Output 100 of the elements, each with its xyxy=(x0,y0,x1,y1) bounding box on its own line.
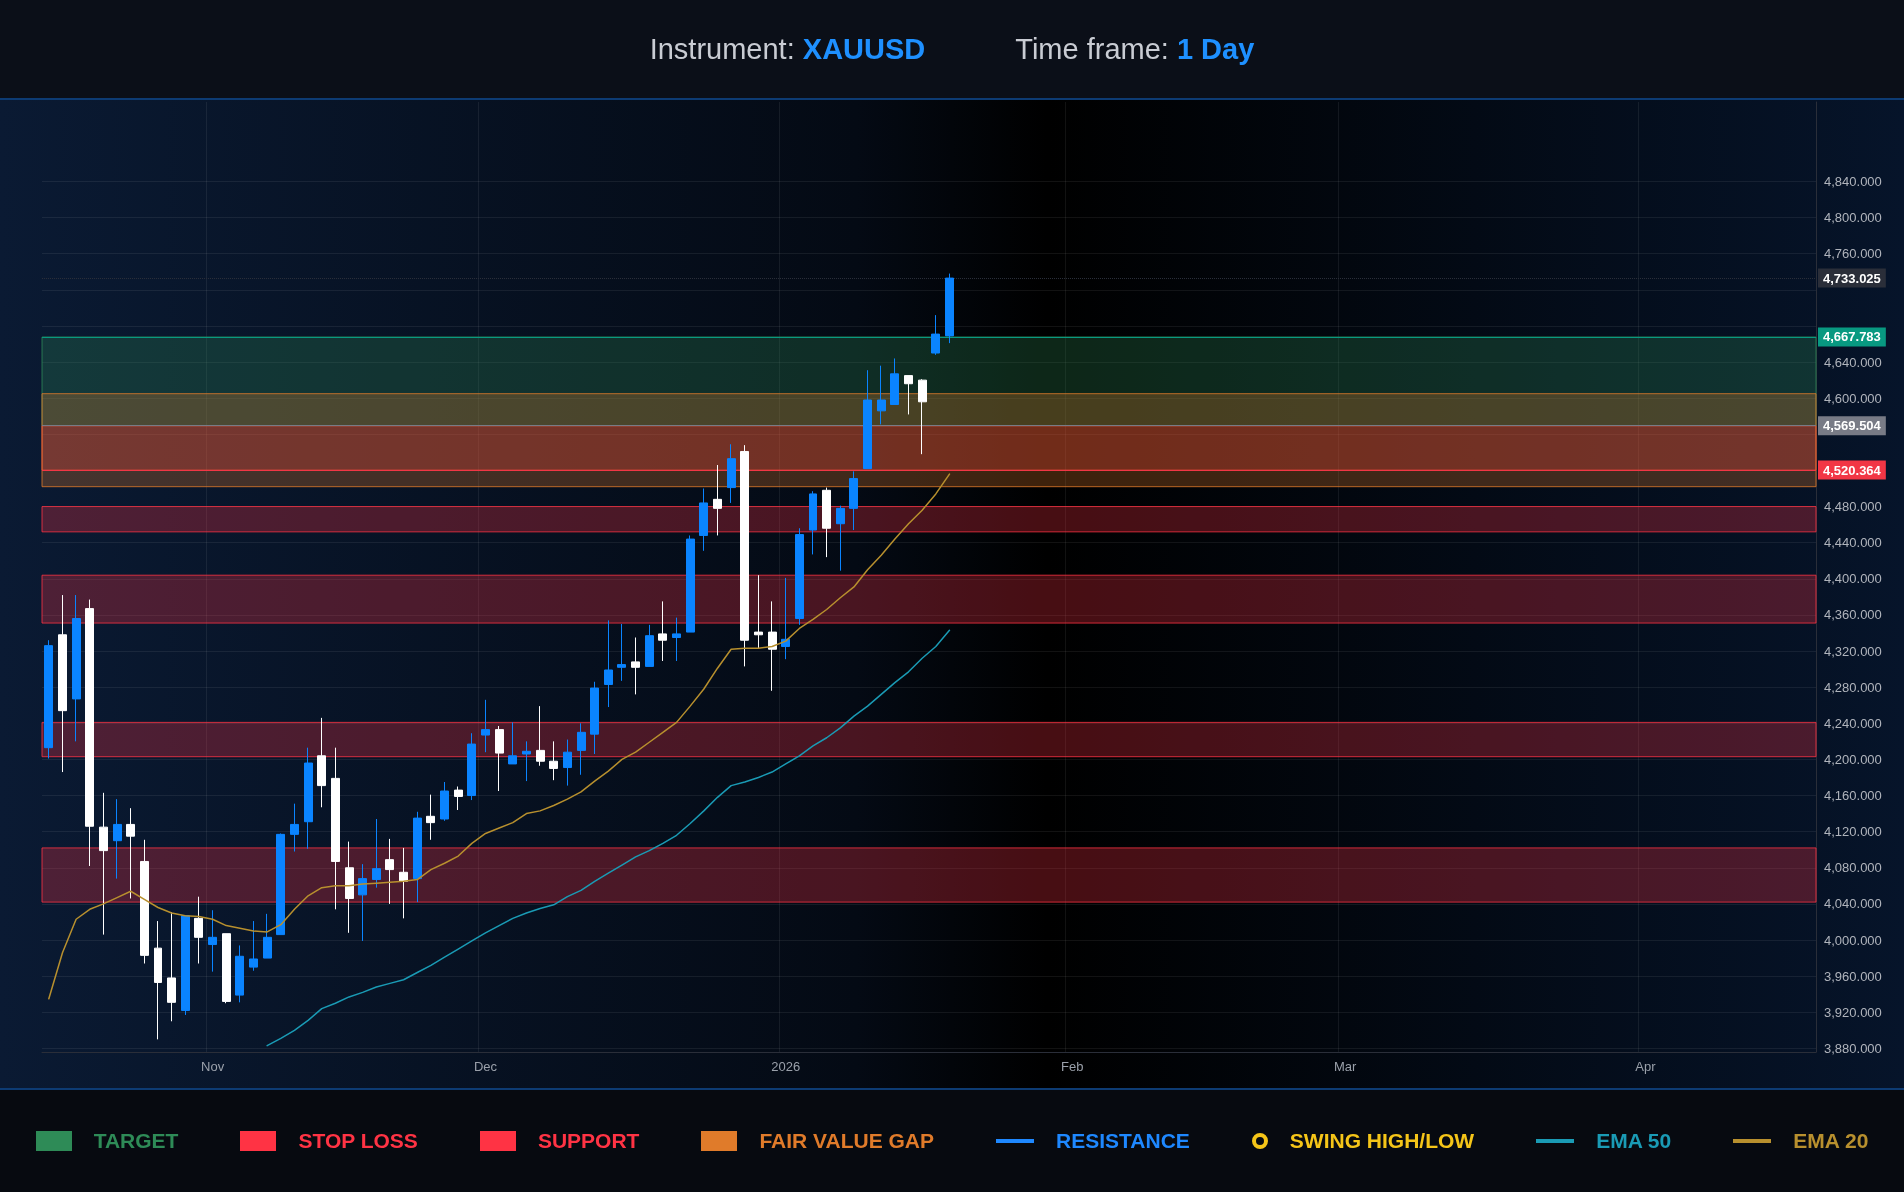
candlestick xyxy=(194,896,203,964)
candlestick xyxy=(604,619,613,708)
candlestick xyxy=(740,444,749,667)
candlestick xyxy=(413,811,422,903)
candlestick xyxy=(727,443,736,504)
candlestick xyxy=(822,487,831,558)
x-tick-label: Nov xyxy=(201,1059,225,1074)
y-tick-label: 4,120.000 xyxy=(1824,824,1882,840)
candlestick xyxy=(167,911,176,1022)
x-tick-label: Apr xyxy=(1635,1059,1657,1074)
x-tick-label: Dec xyxy=(473,1059,498,1074)
candlestick xyxy=(249,920,258,972)
candlestick xyxy=(208,909,217,973)
y-tick-label: 4,320.000 xyxy=(1824,643,1882,659)
y-tick-label: 4,160.000 xyxy=(1824,788,1882,804)
y-tick-label: 4,200.000 xyxy=(1824,751,1882,767)
candlestick xyxy=(931,314,940,356)
candlestick xyxy=(590,681,599,755)
candlestick xyxy=(72,594,81,742)
y-tick-label: 4,240.000 xyxy=(1824,715,1882,731)
y-tick-label: 4,080.000 xyxy=(1824,860,1882,876)
candlestick xyxy=(290,803,299,853)
legend-label: FAIR VALUE GAP xyxy=(759,1129,935,1153)
y-tick-label: 4,800.000 xyxy=(1824,210,1882,226)
candlestick xyxy=(372,818,381,889)
candlestick xyxy=(276,832,285,936)
y-tick-label: 4,400.000 xyxy=(1824,571,1882,587)
ref-line-label: 4,667.783 xyxy=(1823,329,1881,345)
candlestick xyxy=(672,617,681,662)
candlestick xyxy=(140,839,149,964)
candlestick xyxy=(577,722,586,776)
text: SWING HIGH/LOW xyxy=(1289,1129,1475,1153)
candlestick xyxy=(918,378,927,455)
candlestick xyxy=(836,505,845,572)
candlestick xyxy=(58,594,67,773)
candlestick xyxy=(181,915,190,1016)
candlestick xyxy=(849,470,858,531)
candlestick xyxy=(222,933,231,1004)
candlestick xyxy=(508,721,517,765)
text: RESISTANCE xyxy=(1056,1129,1190,1153)
candlestick xyxy=(536,705,545,767)
candlestick xyxy=(113,798,122,880)
candlestick xyxy=(617,623,626,682)
candlestick xyxy=(563,739,572,787)
candlestick xyxy=(549,740,558,781)
candlestick xyxy=(304,747,313,850)
line-series xyxy=(48,473,951,1000)
candlestick xyxy=(686,534,695,633)
y-tick-label: 4,000.000 xyxy=(1824,932,1882,948)
candlestick xyxy=(44,639,53,760)
y-tick-label: 4,480.000 xyxy=(1824,499,1882,515)
candlestick xyxy=(768,600,777,692)
candlestick xyxy=(154,920,162,1040)
x-tick-label: Feb xyxy=(1061,1059,1084,1074)
candlestick xyxy=(399,847,408,919)
candlestick xyxy=(385,838,394,905)
y-tick-label: 4,040.000 xyxy=(1824,896,1882,912)
y-tick-label: 4,760.000 xyxy=(1824,246,1882,262)
candlestick xyxy=(904,375,913,415)
candlestick xyxy=(495,725,504,792)
candlestick xyxy=(331,747,340,910)
candlestick xyxy=(126,807,135,899)
candlestick xyxy=(713,464,722,536)
candlestick xyxy=(877,365,886,425)
candlestick xyxy=(890,357,899,406)
candlestick xyxy=(85,599,94,867)
candlestick xyxy=(699,488,708,552)
candlestick xyxy=(99,792,108,936)
candlestick xyxy=(263,913,272,959)
y-tick-label: 4,440.000 xyxy=(1824,535,1882,551)
candlestick xyxy=(754,574,763,649)
ref-line-label: 4,520.364 xyxy=(1823,462,1882,478)
y-tick-label: 4,640.000 xyxy=(1824,354,1882,370)
candlestick xyxy=(358,863,367,942)
legend-label: SUPPORT xyxy=(537,1129,640,1153)
chart-subtitle: Time frame: 1 Day xyxy=(1015,32,1255,65)
candlestick xyxy=(645,624,654,667)
y-tick-label: 3,960.000 xyxy=(1824,968,1882,984)
candlestick xyxy=(631,637,640,695)
legend-label: EMA 50 xyxy=(1596,1129,1672,1153)
y-tick-label: 4,840.000 xyxy=(1824,173,1882,189)
candlestick xyxy=(809,490,817,555)
y-tick-label: 3,880.000 xyxy=(1824,1040,1882,1056)
candlestick xyxy=(467,732,476,801)
ref-line-label: 4,733.025 xyxy=(1823,270,1881,286)
legend-label: EMA 20 xyxy=(1793,1129,1869,1153)
candlestick xyxy=(481,699,490,753)
legend-label: TARGET xyxy=(93,1129,179,1153)
candlestick xyxy=(522,740,531,782)
y-tick-label: 4,600.000 xyxy=(1824,390,1882,406)
candlestick xyxy=(945,273,954,344)
candlestick xyxy=(795,527,804,626)
y-tick-label: 4,280.000 xyxy=(1824,679,1882,695)
y-tick-label: 4,360.000 xyxy=(1824,607,1882,623)
ref-line-label: 4,569.504 xyxy=(1823,418,1882,434)
candlestick xyxy=(235,944,244,1003)
candlestick xyxy=(658,600,667,662)
candlestick xyxy=(781,577,790,660)
legend-label: STOP LOSS xyxy=(298,1129,418,1153)
y-tick-label: 3,920.000 xyxy=(1824,1004,1882,1020)
